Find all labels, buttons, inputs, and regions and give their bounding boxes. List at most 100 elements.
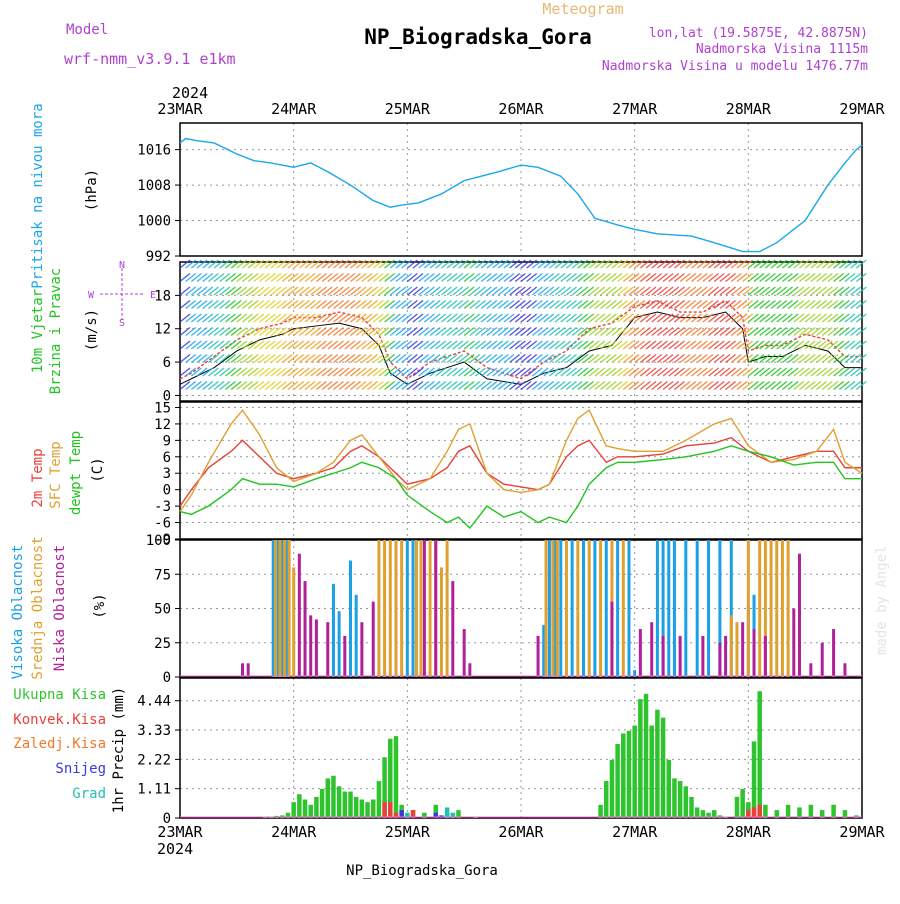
wind-barb bbox=[560, 259, 572, 269]
wind-barb bbox=[440, 340, 452, 350]
wind-barb bbox=[202, 299, 214, 310]
wind-barb bbox=[628, 299, 640, 310]
wind-barb bbox=[622, 299, 634, 310]
wind-barb bbox=[406, 367, 418, 377]
wind-barb bbox=[781, 380, 793, 391]
wind-barb bbox=[315, 313, 327, 323]
clouds-bar bbox=[718, 642, 722, 677]
wind-barb bbox=[719, 353, 731, 364]
wind-barb bbox=[287, 367, 299, 377]
wind-barb bbox=[781, 353, 793, 364]
wind-barb bbox=[753, 259, 765, 269]
wind-barb bbox=[753, 367, 765, 377]
clouds-bar bbox=[655, 540, 659, 677]
wind-barb bbox=[520, 313, 532, 323]
wind-barb bbox=[406, 313, 418, 323]
wind-barb bbox=[554, 313, 566, 323]
wind-barb bbox=[401, 380, 413, 391]
wind-barb bbox=[344, 272, 356, 283]
wind-barb bbox=[583, 353, 594, 364]
wind-barb bbox=[338, 326, 350, 337]
wind-barb bbox=[492, 313, 504, 323]
wind-barb bbox=[514, 299, 526, 310]
wind-barb bbox=[293, 340, 305, 350]
wind-barb bbox=[685, 340, 697, 350]
wind-barb bbox=[440, 286, 452, 296]
wind-barb bbox=[435, 259, 447, 269]
wind-barb bbox=[651, 353, 663, 364]
wind-barb bbox=[537, 367, 549, 377]
wind-barb bbox=[389, 313, 401, 323]
wind-barb bbox=[639, 299, 651, 310]
wind-barb bbox=[725, 326, 737, 337]
wind-barb bbox=[355, 259, 367, 269]
wind-barb bbox=[781, 313, 793, 323]
wind-barb bbox=[259, 272, 271, 283]
wind-barb bbox=[753, 380, 765, 391]
wind-barb bbox=[583, 272, 594, 283]
wind-barb bbox=[520, 367, 532, 377]
wind-barb bbox=[401, 313, 413, 323]
wind-barb bbox=[736, 286, 748, 296]
clouds-panel: Visoka Oblacnost Srednja Oblacnost Niska… bbox=[10, 533, 863, 686]
wind-barb bbox=[264, 299, 276, 310]
precip-bar bbox=[410, 810, 416, 818]
wind-barb bbox=[668, 299, 680, 310]
wind-barb bbox=[503, 367, 515, 377]
wind-barb bbox=[463, 380, 475, 391]
wind-barb bbox=[583, 326, 594, 337]
wind-barb bbox=[776, 299, 788, 310]
wind-barb bbox=[634, 326, 646, 337]
wind-barb bbox=[452, 367, 464, 377]
wind-panel: 10m Vjetar Brzina i Pravac (m/s) N S W E… bbox=[30, 260, 863, 404]
wind-barb bbox=[367, 313, 378, 323]
wind-barb bbox=[492, 299, 504, 310]
wind-barb bbox=[401, 340, 413, 350]
wind-barb bbox=[276, 326, 288, 337]
wind-barb bbox=[384, 313, 396, 323]
wind-barb bbox=[378, 326, 390, 337]
precip-bar bbox=[393, 812, 399, 818]
wind-barb bbox=[816, 380, 827, 391]
wind-barb bbox=[566, 259, 577, 269]
precip-bar bbox=[746, 802, 751, 818]
wind-barb bbox=[315, 326, 327, 337]
wind-barb bbox=[668, 326, 680, 337]
wind-barb bbox=[389, 299, 401, 310]
wind-barb bbox=[338, 259, 350, 269]
wind-barb bbox=[185, 353, 197, 364]
wind-barb bbox=[327, 313, 339, 323]
wind-barb bbox=[730, 380, 742, 391]
wind-barb bbox=[276, 299, 288, 310]
wind-barb bbox=[230, 272, 242, 283]
wind-barb bbox=[526, 299, 538, 310]
wind-barb bbox=[338, 313, 350, 323]
wind-barb bbox=[645, 353, 657, 364]
wind-barb bbox=[526, 353, 538, 364]
wind-barb bbox=[520, 259, 532, 269]
wind-barb bbox=[202, 380, 214, 391]
wind-barb bbox=[304, 326, 316, 337]
date-label-bottom: 24MAR bbox=[271, 823, 317, 841]
wind-barb bbox=[412, 286, 424, 296]
wind-barb bbox=[594, 367, 606, 377]
ytick-label: 0 bbox=[163, 483, 171, 499]
wind-barb bbox=[776, 367, 788, 377]
wind-barb bbox=[247, 326, 259, 337]
wind-barb bbox=[628, 367, 640, 377]
wind-barb bbox=[679, 367, 691, 377]
clouds-bar bbox=[394, 540, 398, 677]
wind-barb bbox=[196, 313, 208, 323]
wind-barb bbox=[679, 380, 691, 391]
precip-bar bbox=[604, 781, 609, 818]
wind-barb bbox=[770, 340, 782, 350]
clouds-bar bbox=[326, 622, 330, 677]
clouds-bar bbox=[650, 622, 654, 677]
wind-barb bbox=[583, 299, 594, 310]
wind-barb bbox=[355, 367, 367, 377]
temp-unit: (C) bbox=[90, 457, 106, 482]
clouds-bar bbox=[553, 540, 557, 677]
clouds-bar bbox=[292, 567, 296, 677]
wind-barb bbox=[304, 286, 316, 296]
wind-barb bbox=[747, 272, 759, 283]
